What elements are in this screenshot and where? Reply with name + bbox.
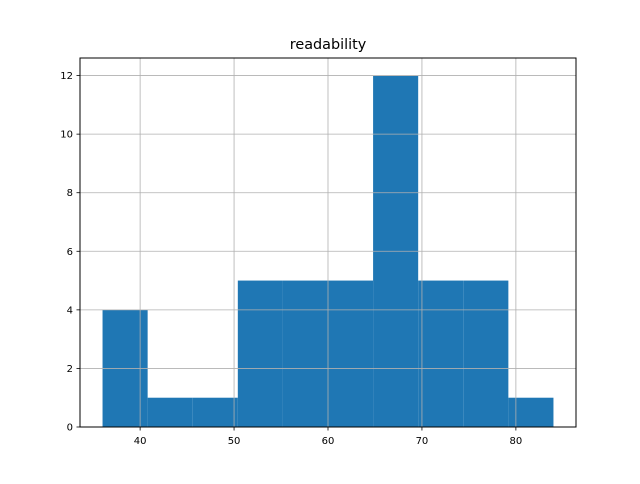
x-tick-label: 80 xyxy=(510,436,523,447)
y-tick-label: 2 xyxy=(67,364,73,375)
y-tick-label: 0 xyxy=(67,423,73,434)
histogram-bar xyxy=(463,280,509,427)
x-tick-label: 50 xyxy=(228,436,241,447)
y-tick-label: 4 xyxy=(67,305,73,316)
histogram-bar xyxy=(418,280,464,427)
histogram-bar xyxy=(282,280,328,427)
histogram-bar xyxy=(147,397,193,427)
y-tick-label: 10 xyxy=(60,130,73,141)
histogram-bar xyxy=(192,397,238,427)
histogram-bar xyxy=(508,397,554,427)
x-tick-label: 60 xyxy=(322,436,335,447)
histogram-bar xyxy=(328,280,374,427)
histogram-bar xyxy=(237,280,283,427)
y-tick-label: 12 xyxy=(60,71,73,82)
chart-title: readability xyxy=(290,37,367,53)
x-tick-label: 40 xyxy=(134,436,147,447)
y-tick-label: 8 xyxy=(67,188,73,199)
y-tick-label: 6 xyxy=(67,247,73,258)
x-tick-label: 70 xyxy=(416,436,429,447)
